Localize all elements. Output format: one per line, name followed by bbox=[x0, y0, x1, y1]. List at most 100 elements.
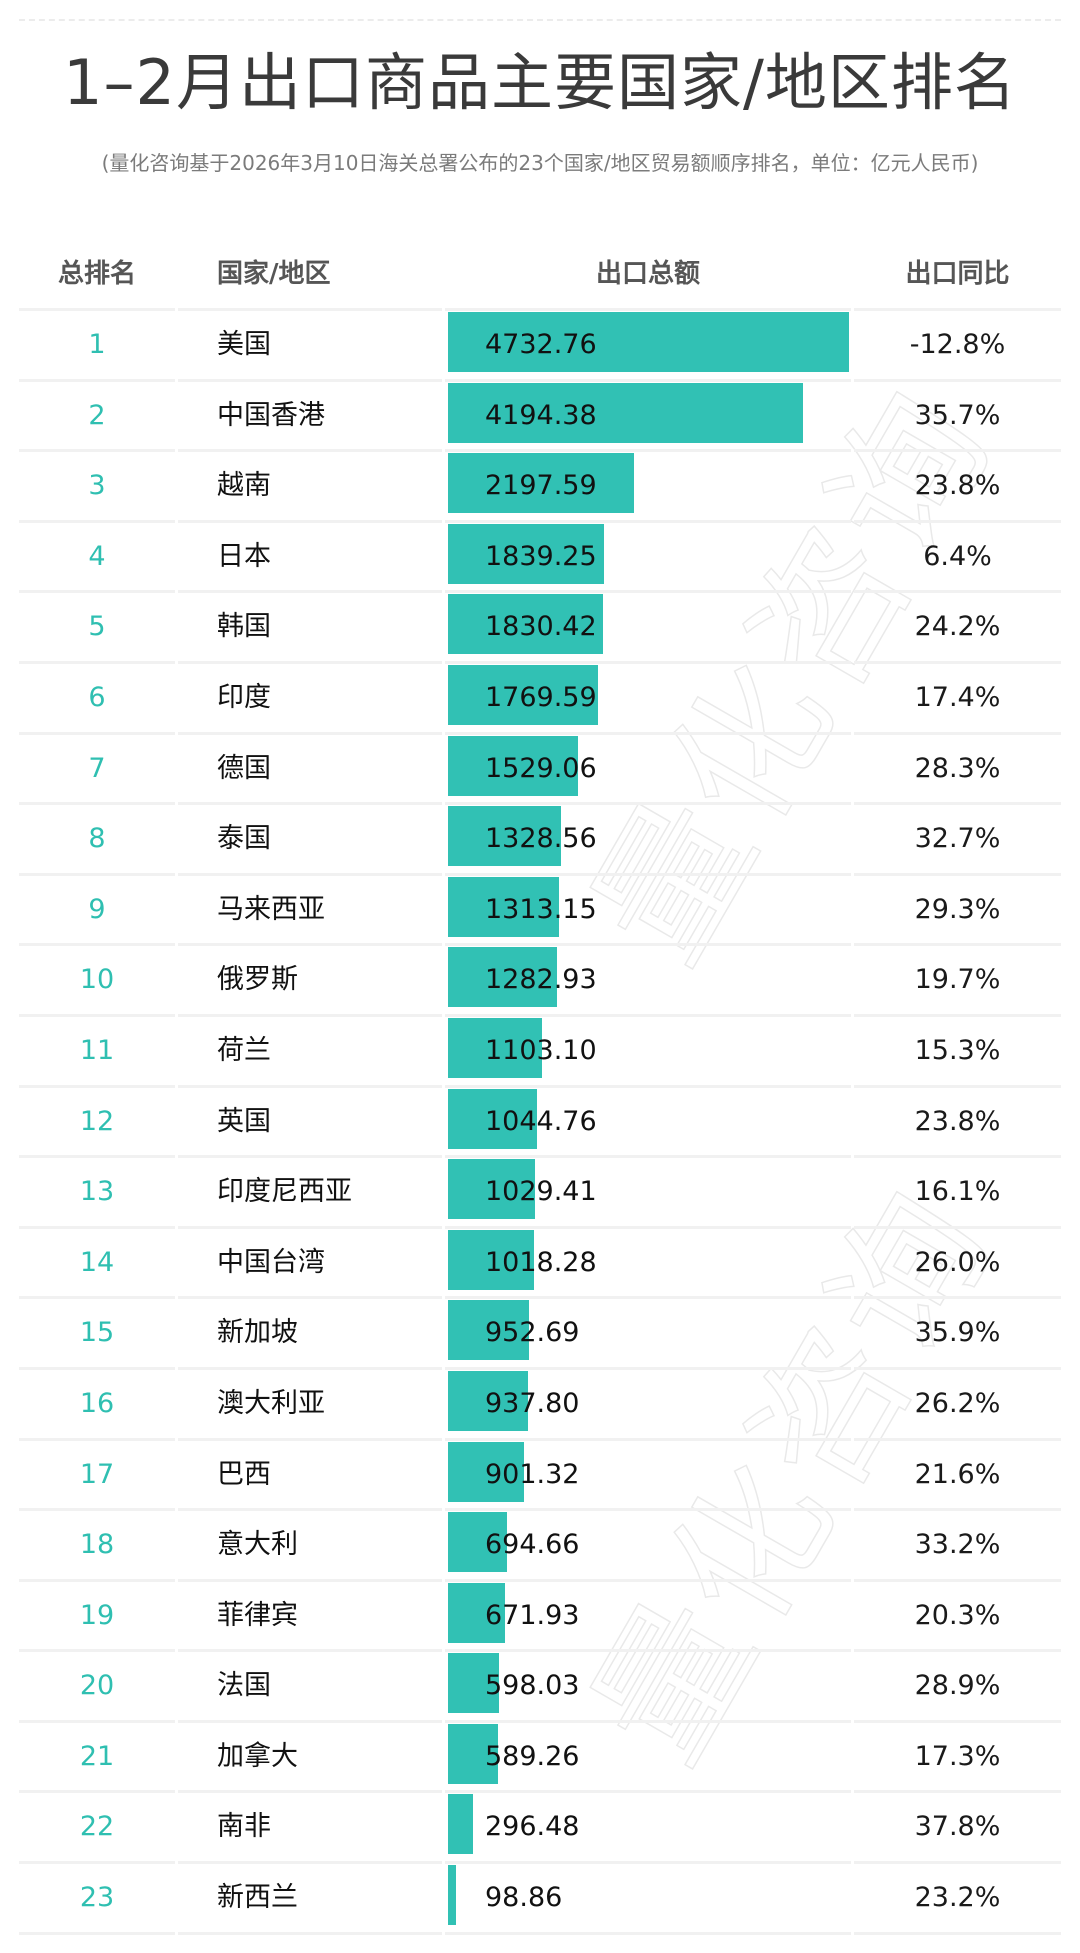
table-row: 17 巴西 901.32 21.6% bbox=[19, 1437, 1061, 1509]
rank-cell: 21 bbox=[79, 1740, 115, 1772]
table-row: 12 英国 1044.76 23.8% bbox=[19, 1084, 1061, 1156]
table-row: 9 马来西亚 1313.15 29.3% bbox=[19, 872, 1061, 944]
country-cell: 越南 bbox=[217, 470, 271, 502]
row-divider bbox=[178, 1719, 442, 1723]
rank-cell: 6 bbox=[88, 681, 106, 713]
table-row: 13 印度尼西亚 1029.41 16.1% bbox=[19, 1155, 1061, 1226]
page-subtitle: (量化咨询基于2026年3月10日海关总署公布的23个国家/地区贸易额顺序排名，… bbox=[101, 151, 979, 175]
row-divider bbox=[854, 1225, 1061, 1229]
row-divider bbox=[445, 660, 851, 664]
country-cell: 中国香港 bbox=[217, 399, 325, 431]
export-bar bbox=[448, 735, 578, 796]
row-divider bbox=[854, 449, 1061, 453]
table-row: 23 新西兰 98.86 23.2% bbox=[19, 1861, 1061, 1932]
row-divider bbox=[178, 1508, 442, 1512]
export-value-cell: 1839.25 bbox=[485, 540, 597, 572]
rank-cell: 4 bbox=[88, 540, 106, 572]
country-cell: 中国台湾 bbox=[217, 1246, 325, 1278]
rank-cell: 18 bbox=[79, 1529, 115, 1561]
row-divider bbox=[445, 1790, 851, 1794]
export-bar bbox=[448, 594, 604, 655]
row-divider bbox=[445, 1013, 851, 1017]
country-cell: 印度 bbox=[217, 681, 271, 713]
export-value-cell: 4732.76 bbox=[485, 329, 597, 360]
rank-cell: 3 bbox=[88, 470, 106, 502]
export-bar bbox=[448, 382, 804, 443]
country-cell: 意大利 bbox=[217, 1529, 298, 1561]
country-cell: 韩国 bbox=[217, 611, 271, 643]
row-divider bbox=[178, 660, 442, 664]
row-divider bbox=[178, 378, 442, 382]
row-divider bbox=[19, 1931, 175, 1935]
export-bar bbox=[448, 1582, 505, 1643]
row-divider bbox=[854, 1578, 1061, 1582]
export-value-cell: 901.32 bbox=[485, 1458, 580, 1490]
row-divider bbox=[445, 1225, 851, 1229]
yoy-cell: 16.1% bbox=[914, 1176, 1001, 1208]
export-value-cell: 1103.10 bbox=[485, 1034, 597, 1066]
rank-cell: 20 bbox=[79, 1670, 115, 1702]
yoy-cell: 26.0% bbox=[914, 1246, 1001, 1278]
export-bar bbox=[448, 1159, 536, 1220]
rank-cell: 5 bbox=[88, 611, 106, 643]
row-divider bbox=[854, 590, 1061, 594]
yoy-cell: 23.2% bbox=[914, 1882, 1001, 1914]
export-bar bbox=[448, 947, 557, 1008]
country-cell: 英国 bbox=[217, 1105, 271, 1137]
export-value-cell: 952.69 bbox=[485, 1317, 580, 1349]
row-divider bbox=[178, 1155, 442, 1159]
row-divider bbox=[854, 378, 1061, 382]
table-row: 1 美国 4732.76 -12.8% bbox=[19, 308, 1061, 379]
row-divider bbox=[19, 1013, 175, 1017]
row-divider bbox=[445, 731, 851, 735]
row-divider bbox=[445, 449, 851, 453]
row-divider bbox=[19, 872, 175, 876]
row-divider bbox=[178, 872, 442, 876]
row-divider bbox=[445, 1437, 851, 1441]
export-bar bbox=[448, 1865, 457, 1926]
row-divider bbox=[178, 1790, 442, 1794]
row-divider bbox=[854, 1013, 1061, 1017]
yoy-cell: 17.3% bbox=[914, 1740, 1001, 1772]
export-bar bbox=[448, 1653, 499, 1714]
row-divider bbox=[854, 802, 1061, 806]
country-cell: 美国 bbox=[217, 329, 271, 360]
yoy-cell: 6.4% bbox=[923, 540, 992, 572]
table-row: 4 日本 1839.25 6.4% bbox=[19, 519, 1061, 591]
rank-cell: 22 bbox=[79, 1811, 115, 1843]
row-divider bbox=[445, 1719, 851, 1723]
country-cell: 德国 bbox=[217, 752, 271, 784]
country-cell: 印度尼西亚 bbox=[217, 1176, 352, 1208]
row-divider bbox=[445, 1931, 851, 1935]
row-divider bbox=[19, 449, 175, 453]
export-value-cell: 1044.76 bbox=[485, 1105, 597, 1137]
export-value-cell: 4194.38 bbox=[485, 399, 597, 431]
row-divider bbox=[19, 943, 175, 947]
row-divider bbox=[445, 1861, 851, 1865]
row-divider bbox=[178, 519, 442, 523]
export-bar bbox=[448, 806, 561, 867]
export-bar bbox=[448, 453, 635, 514]
country-cell: 日本 bbox=[217, 540, 271, 572]
table-row: 18 意大利 694.66 33.2% bbox=[19, 1508, 1061, 1579]
export-value-cell: 694.66 bbox=[485, 1529, 580, 1561]
row-divider bbox=[854, 1508, 1061, 1512]
export-value-cell: 671.93 bbox=[485, 1599, 580, 1631]
table-row: 2 中国香港 4194.38 35.7% bbox=[19, 378, 1061, 450]
table-row: 16 澳大利亚 937.80 26.2% bbox=[19, 1366, 1061, 1438]
table-row: 5 韩国 1830.42 24.2% bbox=[19, 590, 1061, 661]
export-bar bbox=[448, 312, 849, 372]
row-divider bbox=[854, 872, 1061, 876]
table-row: 11 荷兰 1103.10 15.3% bbox=[19, 1013, 1061, 1085]
yoy-cell: 29.3% bbox=[914, 893, 1001, 925]
yoy-cell: 19.7% bbox=[914, 964, 1001, 996]
table-body: 1 美国 4732.76 -12.8% 2 中国香港 4194.38 35.7% 3 越南 2197… bbox=[19, 308, 1061, 1935]
rank-cell: 2 bbox=[88, 399, 106, 431]
yoy-cell: 35.9% bbox=[914, 1317, 1001, 1349]
table-row: 7 德国 1529.06 28.3% bbox=[19, 731, 1061, 803]
row-divider bbox=[19, 1296, 175, 1300]
row-divider bbox=[178, 449, 442, 453]
export-bar bbox=[448, 1794, 474, 1855]
country-cell: 荷兰 bbox=[217, 1034, 271, 1066]
row-divider bbox=[19, 308, 175, 311]
